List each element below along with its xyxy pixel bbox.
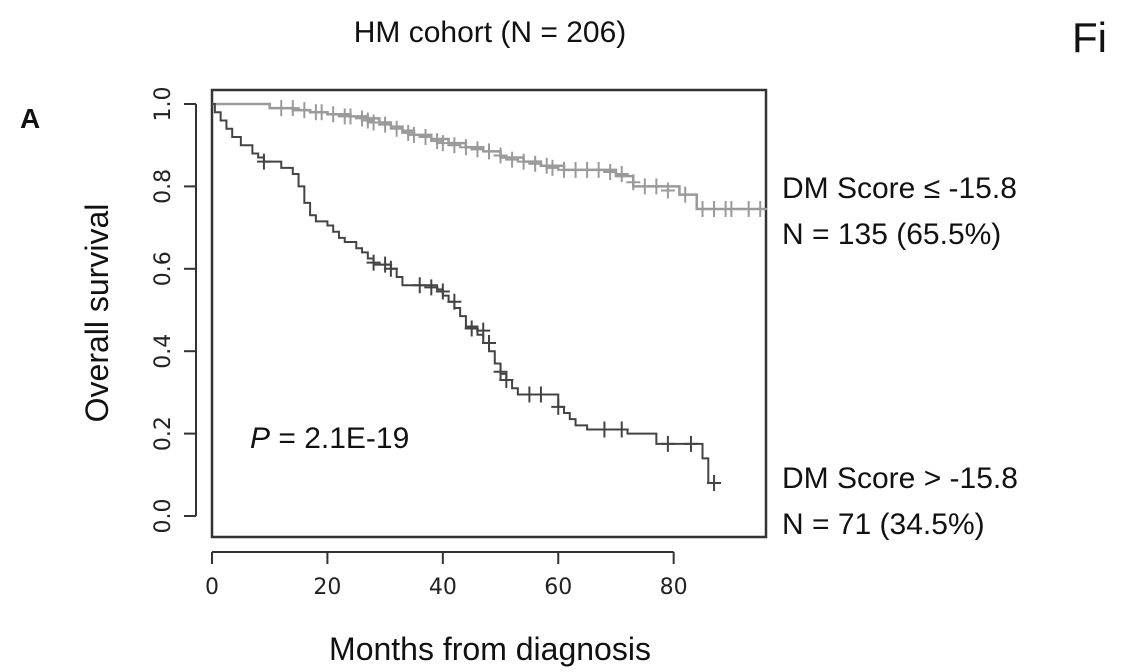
censor-mark — [649, 178, 664, 195]
censor-mark — [355, 110, 370, 127]
censor-mark — [447, 293, 462, 310]
censor-mark — [430, 133, 445, 150]
censor-mark — [378, 116, 393, 133]
censor-mark — [389, 120, 404, 137]
censor-mark — [476, 322, 491, 339]
y-axis-label: Overall survival — [79, 204, 115, 423]
censor-mark — [516, 153, 531, 170]
p-value-annotation: P = 2.1E-19 — [250, 422, 409, 455]
censor-mark — [678, 186, 693, 203]
censor-mark — [614, 166, 629, 183]
censor-mark — [683, 435, 698, 452]
censor-mark — [482, 334, 496, 351]
censor-mark — [597, 421, 612, 438]
legend-high-risk-line1: DM Score > -15.8 — [782, 462, 1018, 495]
censor-mark — [378, 256, 393, 273]
censor-mark — [493, 363, 508, 380]
censor-mark — [297, 102, 312, 119]
y-tick-label: 0.4 — [151, 334, 176, 369]
legend-low-risk-line1: DM Score ≤ -15.8 — [782, 172, 1017, 205]
censor-mark — [366, 254, 381, 271]
censor-mark — [603, 163, 618, 180]
censor-mark — [724, 201, 739, 218]
censor-mark — [314, 104, 329, 121]
censor-mark — [447, 137, 462, 154]
y-tick-label: 0.2 — [151, 416, 176, 451]
censor-mark — [753, 201, 768, 218]
censor-mark — [493, 147, 508, 164]
y-tick-label: 0.6 — [151, 251, 176, 286]
censor-mark — [401, 124, 416, 141]
censor-mark — [412, 277, 427, 294]
series-layer — [212, 100, 768, 492]
censor-mark — [505, 151, 520, 168]
x-tick-label: 0 — [205, 575, 219, 600]
y-tick-label: 0.0 — [151, 499, 176, 534]
censor-mark — [435, 283, 450, 300]
series-high-risk — [212, 103, 722, 492]
plot-frame — [210, 88, 768, 539]
censor-mark — [626, 174, 641, 191]
figure-corner-text: Fi — [1072, 14, 1107, 61]
censor-mark — [435, 135, 450, 152]
censor-mark — [499, 372, 514, 389]
chart-title: HM cohort (N = 206) — [354, 16, 627, 49]
censor-mark — [614, 421, 629, 438]
censor-mark — [458, 139, 473, 156]
x-tick-label: 80 — [660, 575, 688, 600]
panel-label: A — [20, 103, 40, 134]
censor-mark — [591, 161, 606, 178]
legend-high-risk-line2: N = 71 (34.5%) — [782, 508, 985, 541]
x-tick-label: 20 — [313, 575, 341, 600]
censor-mark — [528, 155, 543, 172]
x-tick-label: 60 — [544, 575, 572, 600]
x-tick-label: 40 — [429, 575, 457, 600]
censor-mark — [360, 112, 375, 129]
censor-mark — [406, 126, 421, 143]
censor-mark — [343, 108, 358, 125]
p-value-prefix: P — [250, 422, 270, 455]
censor-mark — [366, 114, 381, 131]
censor-mark — [539, 157, 554, 174]
censor-mark — [660, 435, 675, 452]
x-axis-label: Months from diagnosis — [329, 631, 651, 667]
legend-low-risk-line2: N = 135 (65.5%) — [782, 218, 1001, 251]
p-value-text: = 2.1E-19 — [270, 422, 409, 455]
censor-mark — [256, 153, 271, 170]
censor-mark — [326, 106, 341, 123]
censor-mark — [707, 475, 722, 492]
censor-mark — [660, 182, 675, 199]
censor-mark — [418, 128, 433, 145]
axes: 0 20 40 60 80 0.0 0.2 0.4 0.6 0.8 1.0 — [151, 87, 688, 601]
censor-mark — [551, 398, 566, 415]
y-tick-label: 0.8 — [151, 169, 176, 204]
censor-mark — [424, 279, 439, 296]
censor-mark — [545, 159, 560, 176]
censor-mark — [470, 141, 485, 158]
censor-mark — [464, 320, 479, 337]
censor-mark — [533, 386, 548, 403]
y-tick-label: 1.0 — [151, 87, 176, 122]
censor-mark — [285, 100, 300, 117]
censor-mark — [482, 143, 496, 160]
censor-mark — [383, 260, 398, 277]
series-low-risk — [212, 100, 768, 218]
